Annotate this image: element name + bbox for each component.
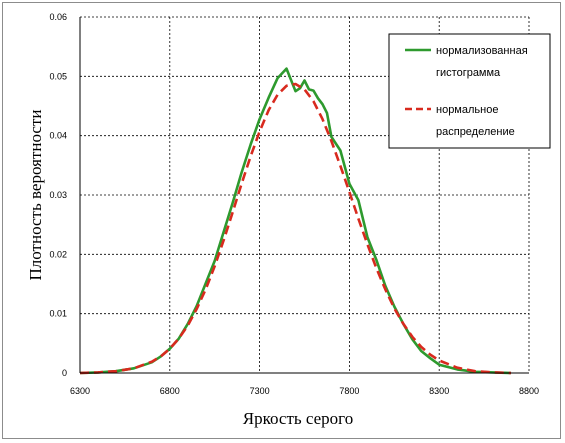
legend-label-histogram-line2: гистограмма xyxy=(436,67,501,79)
y-tick-label: 0 xyxy=(62,368,67,378)
x-tick-label: 8300 xyxy=(429,386,449,396)
y-tick-label: 0.01 xyxy=(49,309,67,319)
x-tick-label: 7300 xyxy=(250,386,270,396)
legend-box xyxy=(388,33,551,149)
y-tick-label: 0.02 xyxy=(49,249,67,259)
y-tick-label: 0.03 xyxy=(49,190,67,200)
x-tick-label: 6300 xyxy=(70,386,90,396)
legend-label-normal-line2: распределение xyxy=(436,126,515,138)
legend-label-histogram-line1: нормализованная xyxy=(436,45,528,57)
series-layer xyxy=(79,67,512,375)
legend-label-normal-line1: нормальное xyxy=(436,104,498,116)
x-tick-label: 6800 xyxy=(160,386,180,396)
tick-labels: 0 0.01 0.02 0.03 0.04 0.05 0.06 6300 6800 7300 780… xyxy=(49,12,539,396)
y-axis-title: Плотность вероятности xyxy=(26,110,45,281)
legend: нормализованная гистограмма нормальное р… xyxy=(388,33,551,149)
y-tick-label: 0.04 xyxy=(49,131,67,141)
y-tick-label: 0.05 xyxy=(49,71,67,81)
x-tick-label: 8800 xyxy=(519,386,539,396)
y-tick-label: 0.06 xyxy=(49,12,67,22)
x-tick-label: 7800 xyxy=(339,386,359,396)
grid-lines xyxy=(80,16,530,373)
series-line-normal xyxy=(79,82,512,375)
axes xyxy=(79,17,529,374)
x-axis-title: Яркость серого xyxy=(243,409,353,428)
